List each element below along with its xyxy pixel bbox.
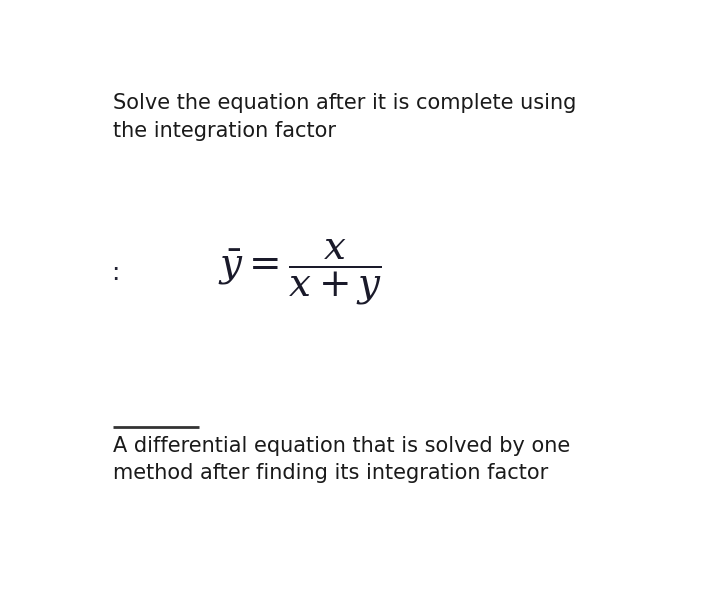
- Text: :: :: [111, 260, 120, 284]
- Text: $\bar{y} = \dfrac{x}{x + y}$: $\bar{y} = \dfrac{x}{x + y}$: [218, 238, 382, 307]
- Text: A differential equation that is solved by one
method after finding its integrati: A differential equation that is solved b…: [114, 436, 571, 483]
- Text: Solve the equation after it is complete using
the integration factor: Solve the equation after it is complete …: [114, 93, 577, 141]
